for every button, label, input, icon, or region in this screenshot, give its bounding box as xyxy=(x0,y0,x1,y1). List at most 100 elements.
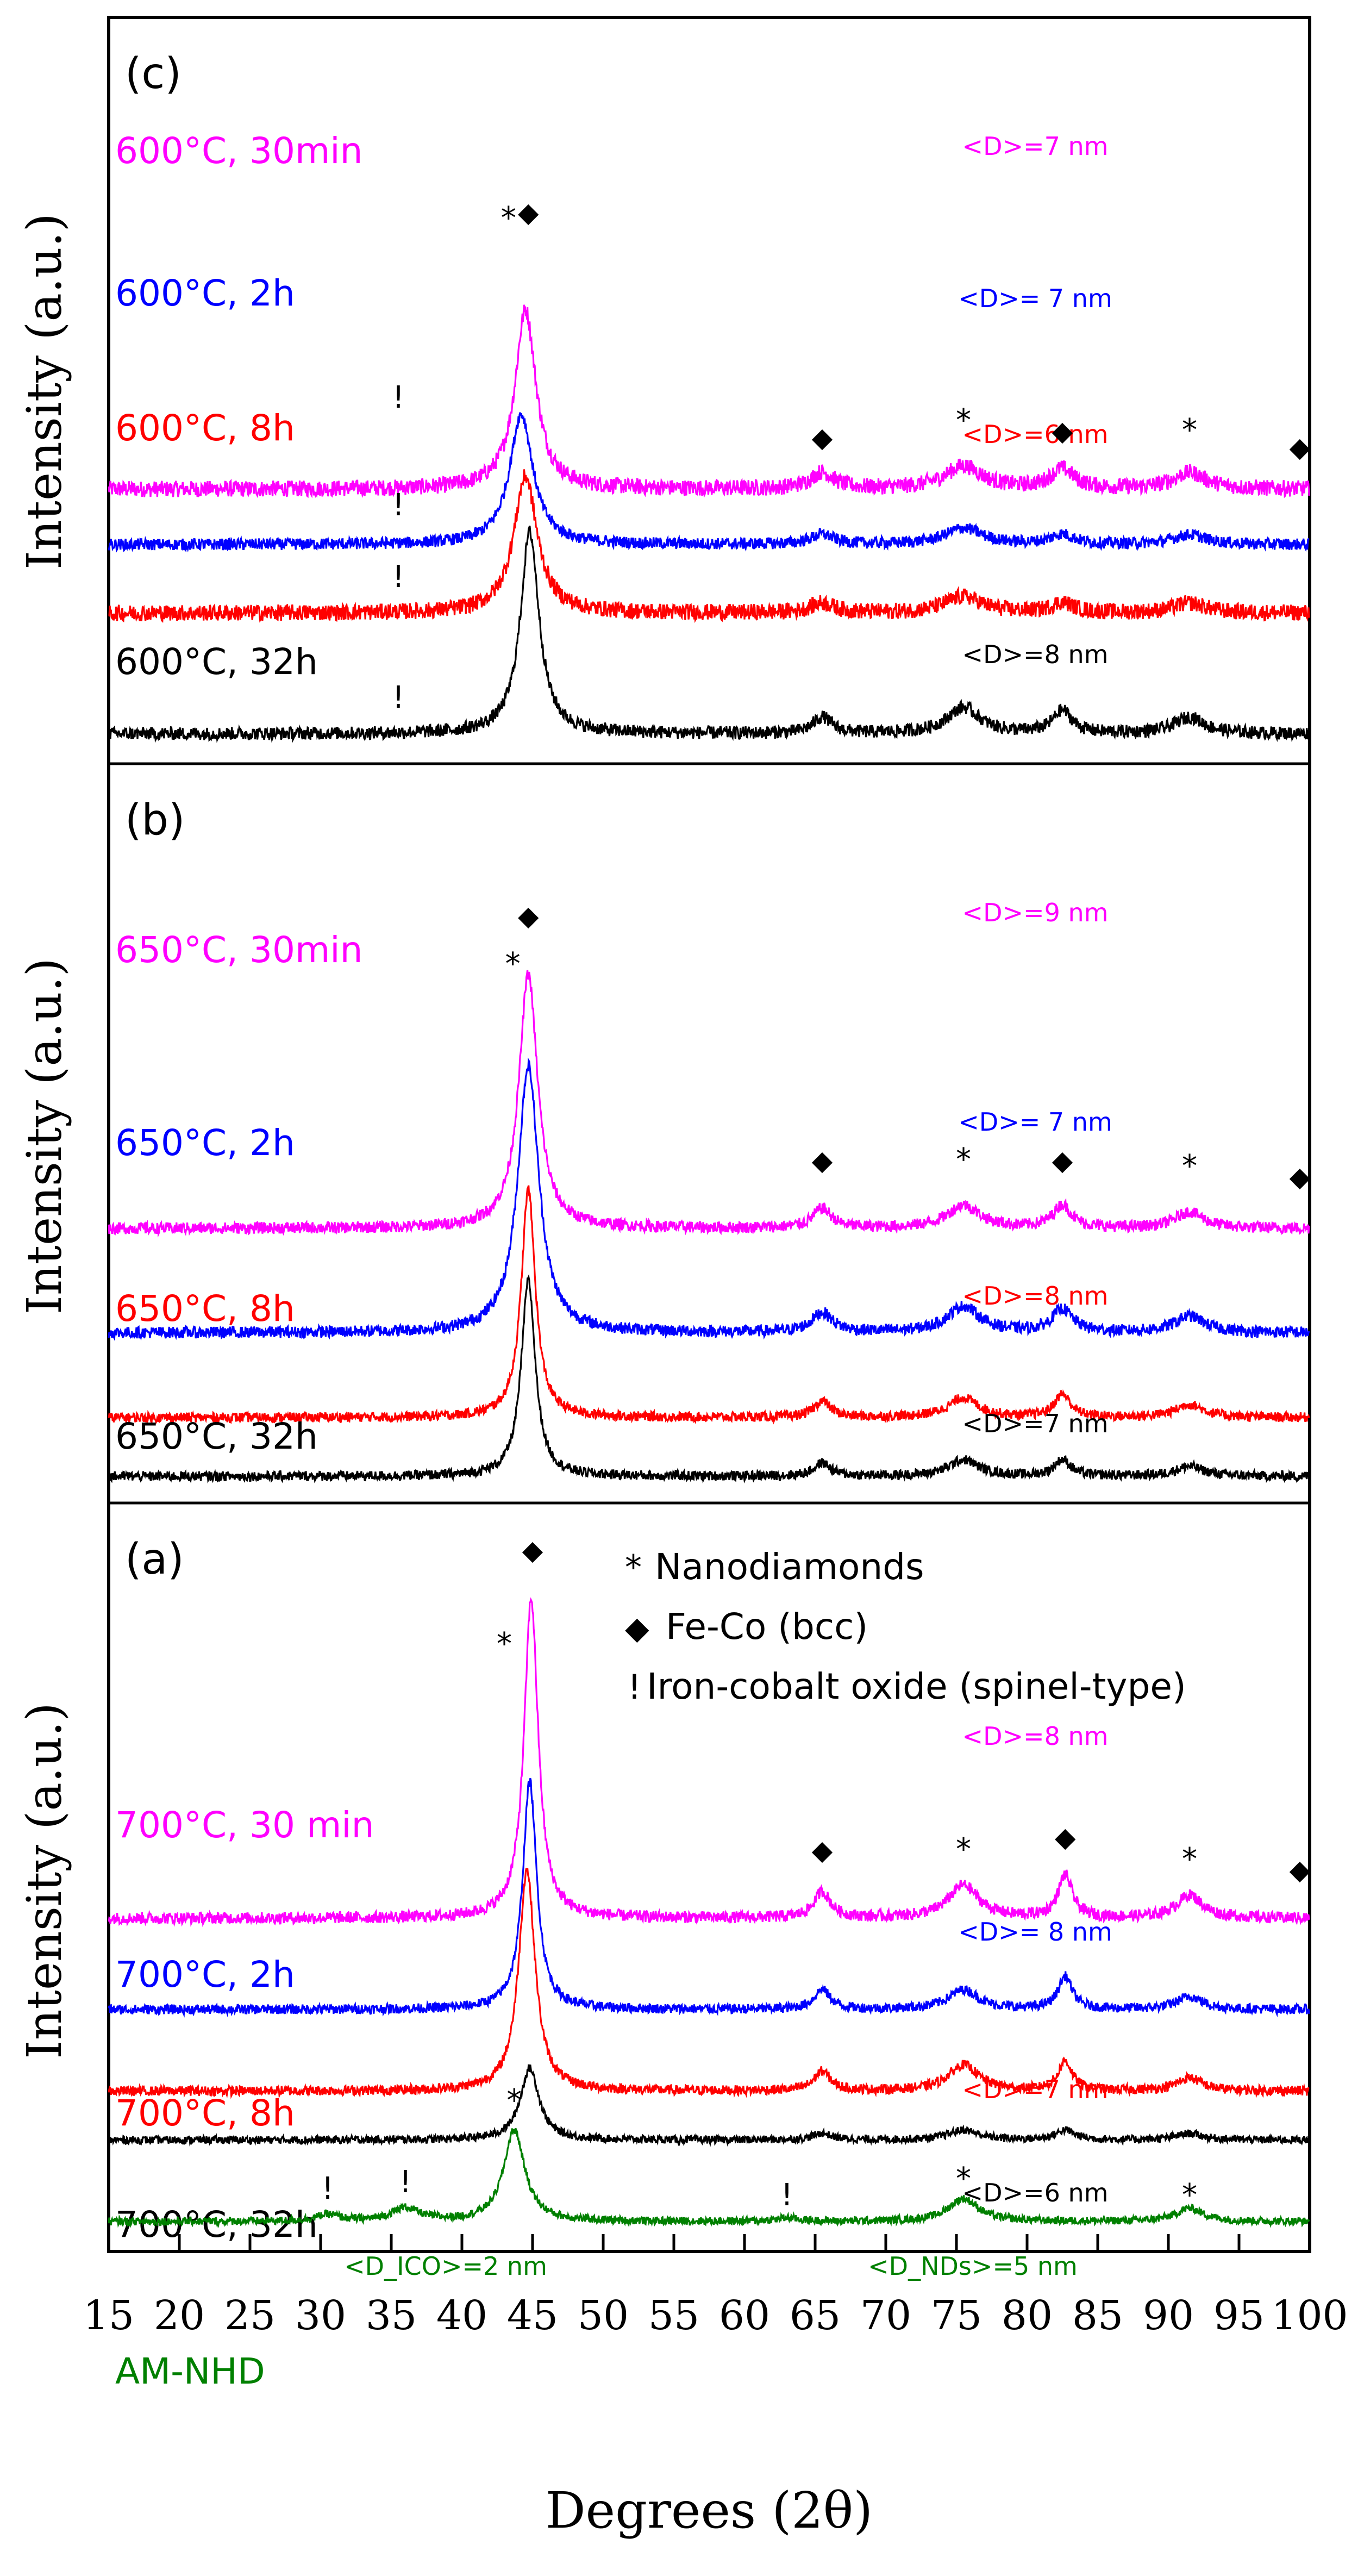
series-line-a-4 xyxy=(108,2128,1310,2229)
series-line-b-0 xyxy=(108,970,1310,1238)
peak-marker-a-1: * xyxy=(497,1626,512,1662)
series-line-b-2 xyxy=(108,1185,1310,1425)
x-tick-label-80: 80 xyxy=(1002,2292,1053,2339)
panel-c: (c) 600°C, 30min <D>=7 nm 600°C, 2h <D>= 7 n… xyxy=(108,49,1311,743)
peak-marker-b-1: ◆ xyxy=(518,900,539,932)
panel-label-a: (a) xyxy=(125,1535,184,1584)
x-tick-label-70: 70 xyxy=(860,2292,911,2339)
peak-marker-c-10: ! xyxy=(392,680,404,715)
panel-label-c: (c) xyxy=(125,49,182,98)
x-tick-label-65: 65 xyxy=(790,2292,841,2339)
series-label-a-1: 700°C, 2h xyxy=(115,1954,295,1995)
legend-label-feco: Fe-Co (bcc) xyxy=(666,1606,868,1648)
peak-marker-c-0: * xyxy=(501,201,516,236)
series-line-c-3 xyxy=(108,525,1310,743)
peak-marker-a-9: ! xyxy=(399,2165,411,2200)
series-label-b-1: 650°C, 2h xyxy=(115,1122,295,1164)
size-label-c-1: <D>= 7 nm xyxy=(958,284,1112,313)
series-label-a-2: 700°C, 8h xyxy=(115,2092,295,2134)
legend: * Nanodiamonds ◆ Fe-Co (bcc) ! Iron-coba… xyxy=(625,1546,1186,1707)
legend-symbol-feco: ◆ xyxy=(625,1610,649,1646)
size-label-a-4-nds: <D_NDs>=5 nm xyxy=(868,2251,1078,2281)
x-tick-label-25: 25 xyxy=(224,2292,276,2339)
peak-marker-b-3: * xyxy=(956,1142,971,1177)
peak-marker-a-4: ◆ xyxy=(1055,1822,1076,1853)
series-label-b-3: 650°C, 32h xyxy=(115,1415,318,1457)
series-label-c-3: 600°C, 32h xyxy=(115,641,318,683)
peak-marker-b-6: ◆ xyxy=(1290,1161,1311,1193)
series-label-c-0: 600°C, 30min xyxy=(115,130,362,172)
peak-marker-a-2: ◆ xyxy=(812,1835,833,1866)
peak-marker-c-9: ! xyxy=(392,559,404,595)
peak-marker-a-12: * xyxy=(1182,2178,1197,2213)
series-label-c-1: 600°C, 2h xyxy=(115,272,295,314)
peak-marker-b-4: ◆ xyxy=(1052,1145,1073,1176)
series-label-c-2: 600°C, 8h xyxy=(115,407,295,449)
peak-marker-b-5: * xyxy=(1182,1149,1197,1184)
x-tick-label-55: 55 xyxy=(648,2292,699,2339)
peak-marker-a-0: ◆ xyxy=(522,1535,543,1566)
x-tick-label-90: 90 xyxy=(1143,2292,1194,2339)
plot-frame xyxy=(107,16,1311,2253)
x-tick-label-100: 100 xyxy=(1271,2292,1348,2339)
size-label-c-2: <D>=6 nm xyxy=(962,420,1109,449)
series-line-c-2 xyxy=(108,469,1310,623)
x-tick-label-15: 15 xyxy=(83,2292,134,2339)
x-tick-label-50: 50 xyxy=(578,2292,629,2339)
series-label-a-0: 700°C, 30 min xyxy=(115,1804,374,1846)
size-label-a-3: <D>=6 nm xyxy=(962,2178,1109,2207)
peak-marker-c-5: ◆ xyxy=(1052,415,1073,447)
series-line-a-1 xyxy=(108,1777,1310,2018)
series-line-b-3 xyxy=(108,1274,1310,1484)
panel-a: (a) 700°C, 30 min <D>=8 nm 700°C, 2h <D>= 8 … xyxy=(108,1535,1311,2392)
legend-symbol-oxide: ! xyxy=(628,1667,641,1707)
x-tick-label-30: 30 xyxy=(295,2292,346,2339)
series-line-b-1 xyxy=(108,1057,1310,1342)
series-line-a-0 xyxy=(108,1597,1310,1928)
size-label-a-2: <D>=7 nm xyxy=(962,2075,1109,2104)
peak-marker-b-2: ◆ xyxy=(812,1145,833,1176)
peak-marker-a-6: ◆ xyxy=(1290,1854,1311,1886)
peak-marker-c-4: * xyxy=(956,403,971,438)
series-line-a-3 xyxy=(108,2064,1310,2147)
size-label-b-2: <D>=8 nm xyxy=(962,1281,1109,1311)
x-tick-label-20: 20 xyxy=(154,2292,205,2339)
peak-marker-c-7: ◆ xyxy=(1290,432,1311,463)
peak-marker-c-6: * xyxy=(1182,413,1197,448)
series-line-a-2 xyxy=(108,1868,1310,2099)
series-label-b-2: 650°C, 8h xyxy=(115,1288,295,1330)
x-tick-label-35: 35 xyxy=(366,2292,417,2339)
y-axis-label-c: Intensity (a.u.) xyxy=(16,213,72,570)
peak-marker-c-1: ◆ xyxy=(518,197,539,228)
peak-marker-a-5: * xyxy=(1182,1842,1197,1877)
series-line-c-1 xyxy=(108,412,1310,553)
size-label-c-0: <D>=7 nm xyxy=(962,132,1109,161)
peak-marker-a-8: ! xyxy=(322,2171,334,2206)
peak-marker-b-0: * xyxy=(505,946,521,982)
x-axis-label: Degrees (2θ) xyxy=(546,2481,873,2540)
size-label-b-1: <D>= 7 nm xyxy=(958,1107,1112,1137)
size-label-a-1: <D>= 8 nm xyxy=(958,1917,1112,1947)
legend-symbol-nanodiamonds: * xyxy=(625,1548,642,1587)
peak-marker-c-3: ◆ xyxy=(812,422,833,453)
series-label-b-0: 650°C, 30min xyxy=(115,929,362,971)
panel-label-b: (b) xyxy=(125,796,185,845)
peak-marker-a-11: * xyxy=(956,2161,971,2197)
size-label-c-3: <D>=8 nm xyxy=(962,640,1109,669)
x-tick-label-85: 85 xyxy=(1072,2292,1123,2339)
x-tick-label-95: 95 xyxy=(1213,2292,1265,2339)
size-label-b-0: <D>=9 nm xyxy=(962,898,1109,927)
series-line-c-0 xyxy=(108,304,1310,498)
peak-marker-a-3: * xyxy=(956,1832,971,1867)
peak-marker-a-10: ! xyxy=(781,2178,793,2213)
legend-label-nanodiamonds: Nanodiamonds xyxy=(655,1546,924,1588)
panel-b: (b) 650°C, 30min <D>=9 nm 650°C, 2h <D>= 7 n… xyxy=(108,796,1311,1484)
x-tick-label-45: 45 xyxy=(507,2292,558,2339)
x-tick-label-60: 60 xyxy=(719,2292,770,2339)
x-tick-label-75: 75 xyxy=(931,2292,982,2339)
series-label-a-4: AM-NHD xyxy=(115,2350,265,2392)
peak-marker-a-7: * xyxy=(506,2083,522,2118)
legend-label-oxide: Iron-cobalt oxide (spinel-type) xyxy=(647,1666,1186,1707)
size-label-a-0: <D>=8 nm xyxy=(962,1722,1109,1751)
